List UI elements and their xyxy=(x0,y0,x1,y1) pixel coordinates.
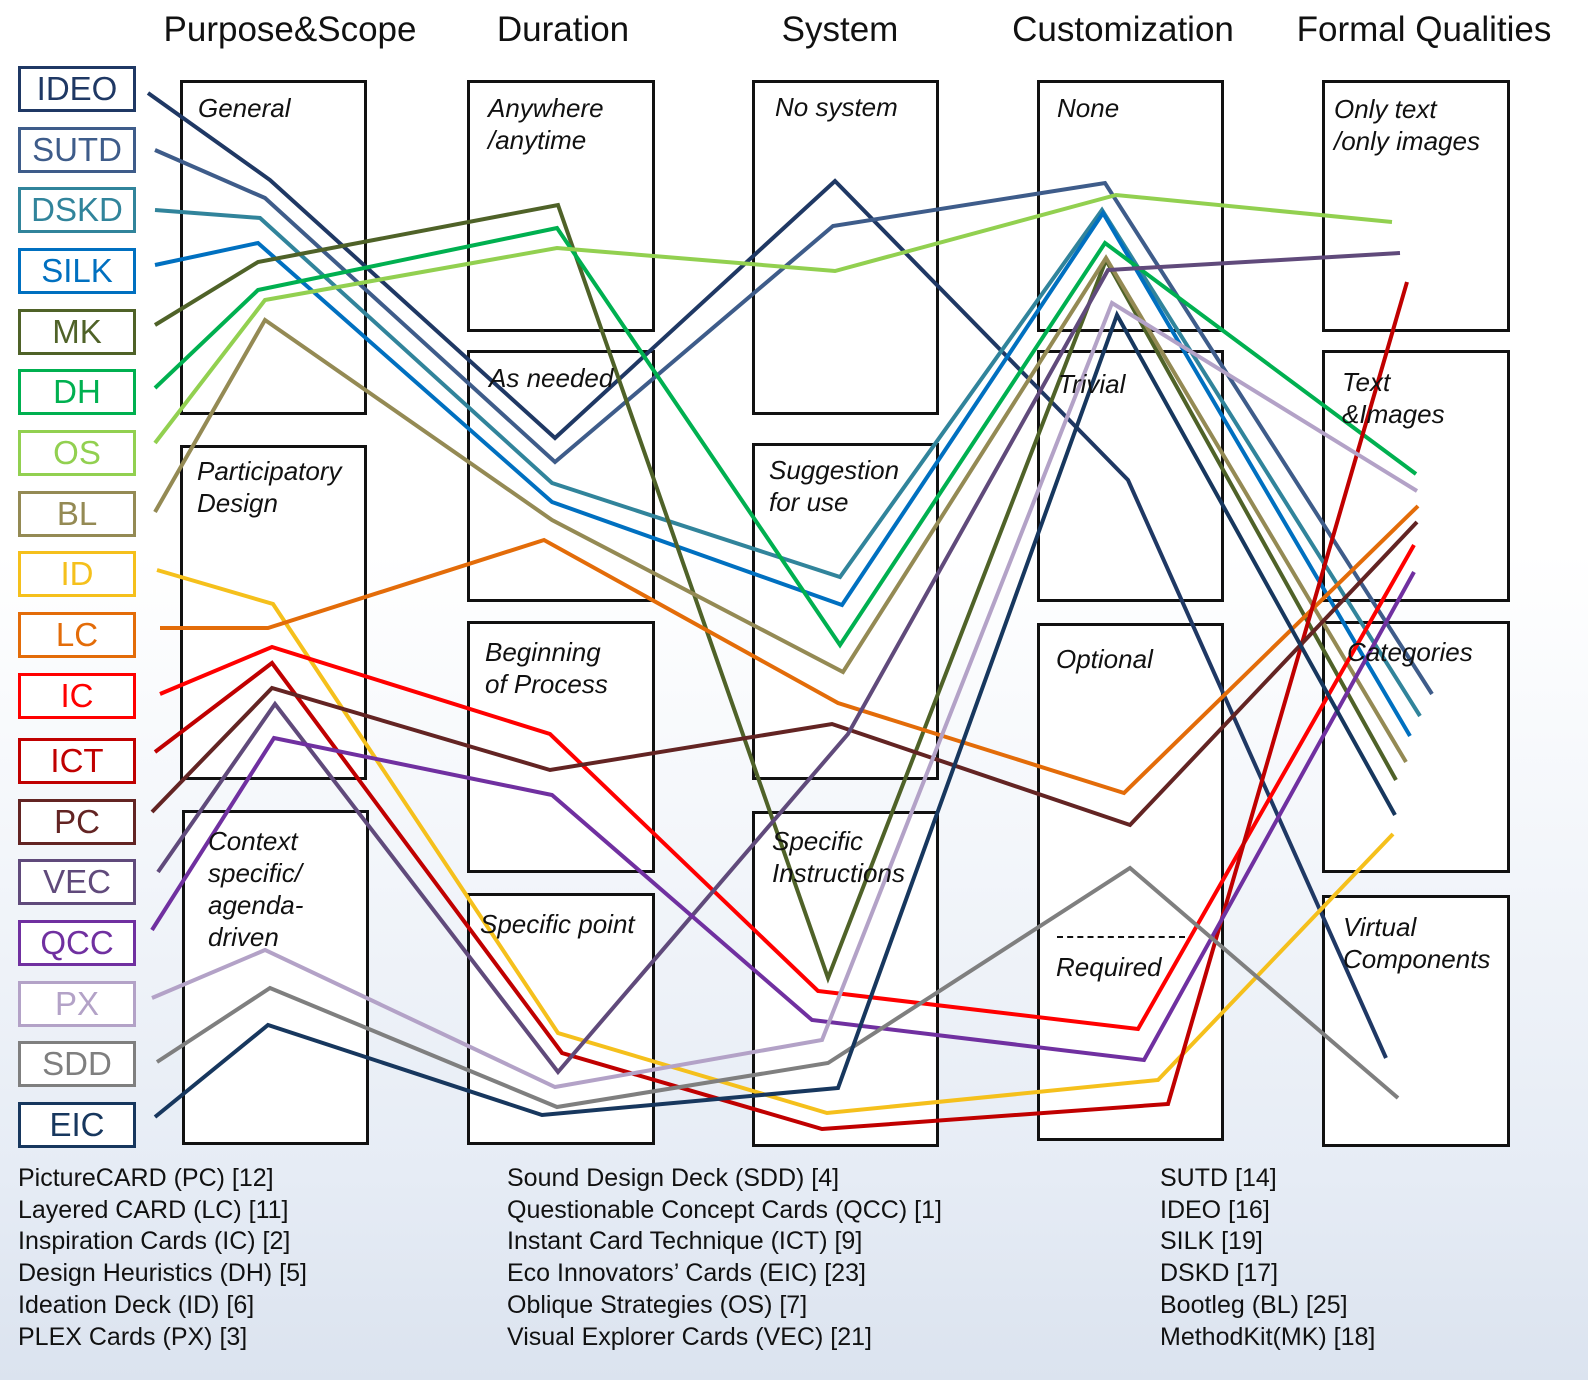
reference-item: Layered CARD (LC) [11] xyxy=(18,1195,289,1224)
references-column-3: SUTD [14] IDEO [16] SILK [19] DSKD [17] … xyxy=(1160,1163,1375,1353)
system-label-vec: VEC xyxy=(18,859,136,905)
category-label-anywhere: Anywhere /anytime xyxy=(488,93,604,155)
reference-item: Oblique Strategies (OS) [7] xyxy=(507,1290,808,1319)
reference-item: MethodKit(MK) [18] xyxy=(1160,1322,1376,1351)
system-label-ideo: IDEO xyxy=(18,66,136,112)
category-label-virtual: Virtual Components xyxy=(1343,912,1491,974)
category-label-specific-instructions: Specific Instructions xyxy=(772,826,905,888)
category-label-none: None xyxy=(1057,93,1120,123)
system-label-px: PX xyxy=(18,981,136,1027)
system-label-dh: DH xyxy=(18,369,136,415)
category-label-beginning: Beginning of Process xyxy=(485,637,608,699)
system-label-sdd: SDD xyxy=(18,1041,136,1087)
system-label-ic: IC xyxy=(18,673,136,719)
system-label-eic: EIC xyxy=(18,1102,136,1148)
system-label-sutd: SUTD xyxy=(18,127,136,173)
system-label-pc: PC xyxy=(18,799,136,845)
system-label-bl: BL xyxy=(18,491,136,537)
reference-item: SUTD [14] xyxy=(1160,1164,1277,1192)
references-column-1: PictureCARD (PC) [12] Layered CARD (LC) … xyxy=(18,1163,307,1353)
system-label-ict: ICT xyxy=(18,738,136,784)
reference-item: Visual Explorer Cards (VEC) [21] xyxy=(507,1322,872,1351)
reference-item: Ideation Deck (ID) [6] xyxy=(18,1290,255,1319)
system-label-qcc: QCC xyxy=(18,920,136,966)
category-label-optional: Optional xyxy=(1056,644,1153,674)
reference-item: Sound Design Deck (SDD) [4] xyxy=(507,1164,840,1192)
reference-item: DSKD [17] xyxy=(1160,1259,1279,1288)
dimension-title-formal: Formal Qualities xyxy=(1296,10,1552,49)
dimension-title-purpose: Purpose&Scope xyxy=(163,10,417,49)
category-label-as-needed: As needed xyxy=(489,363,614,393)
reference-item: IDEO [16] xyxy=(1160,1195,1270,1224)
reference-item: Questionable Concept Cards (QCC) [1] xyxy=(507,1195,942,1224)
category-label-specific-point: Specific point xyxy=(480,909,635,939)
reference-item: Design Heuristics (DH) [5] xyxy=(18,1259,307,1288)
category-label-required: Required xyxy=(1056,952,1162,982)
reference-item: Instant Card Technique (ICT) [9] xyxy=(507,1227,863,1256)
reference-item: Eco Innovators’ Cards (EIC) [23] xyxy=(507,1259,866,1288)
system-label-os: OS xyxy=(18,430,136,476)
optional-required-divider xyxy=(1057,936,1185,938)
category-label-general: General xyxy=(198,93,291,123)
reference-item: PictureCARD (PC) [12] xyxy=(18,1164,274,1192)
reference-item: Inspiration Cards (IC) [2] xyxy=(18,1227,291,1256)
category-box-general xyxy=(180,80,367,415)
category-box-no-system xyxy=(752,80,939,415)
reference-item: PLEX Cards (PX) [3] xyxy=(18,1322,248,1351)
system-label-lc: LC xyxy=(18,612,136,658)
category-label-context-specific: Context specific/ agenda- driven xyxy=(208,826,304,952)
category-box-optional-required xyxy=(1037,623,1224,1141)
reference-item: SILK [19] xyxy=(1160,1227,1263,1256)
category-label-categories: Categories xyxy=(1347,637,1473,667)
category-label-no-system: No system xyxy=(775,92,898,122)
category-label-suggestion: Suggestion for use xyxy=(769,455,900,517)
reference-item: Bootleg (BL) [25] xyxy=(1160,1290,1348,1319)
system-label-dskd: DSKD xyxy=(18,187,136,233)
category-label-participatory-design: Participatory Design xyxy=(197,456,342,518)
system-label-id: ID xyxy=(18,551,136,597)
dimension-title-customization: Customization xyxy=(1012,10,1234,49)
category-label-trivial: Trivial xyxy=(1058,369,1126,399)
dimension-title-system: System xyxy=(781,10,899,49)
system-label-silk: SILK xyxy=(18,248,136,294)
category-label-only-text: Only text /only images xyxy=(1334,94,1480,156)
references-column-2: Sound Design Deck (SDD) [4] Questionable… xyxy=(507,1163,942,1353)
system-label-mk: MK xyxy=(18,309,136,355)
dimension-title-duration: Duration xyxy=(496,10,630,49)
category-label-text-images: Text &Images xyxy=(1342,367,1445,429)
